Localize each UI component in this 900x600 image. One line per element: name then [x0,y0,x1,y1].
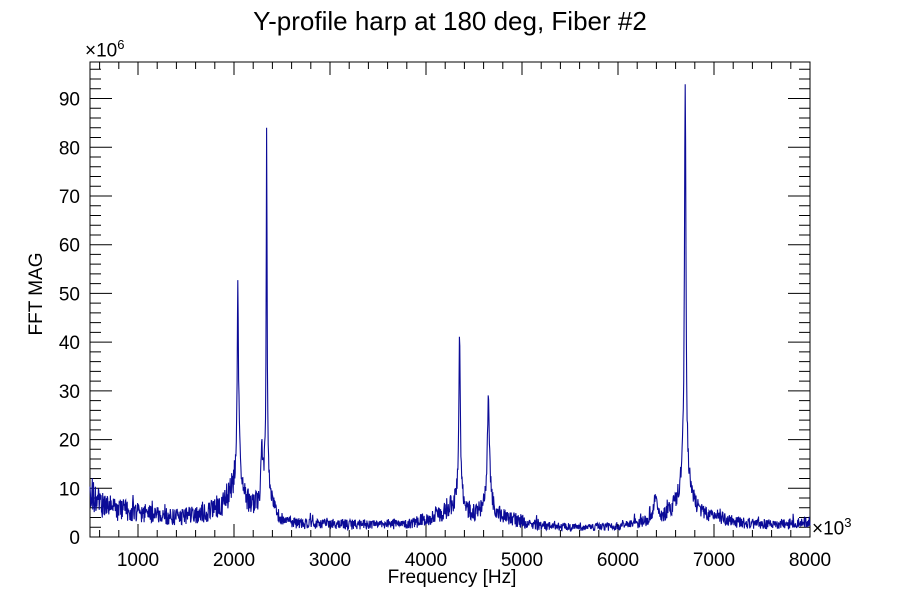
y-tick-label: 30 [59,382,80,403]
x-tick-label: 2000 [213,550,255,571]
x-axis-multiplier: ×103 [812,515,851,540]
x-axis-multiplier-base: ×10 [812,518,845,540]
y-axis-multiplier: ×106 [85,37,124,62]
plot-frame [89,61,811,538]
y-axis-multiplier-exponent: 6 [117,37,125,52]
y-tick-label: 40 [59,333,80,354]
fft-spectrum-line [89,84,811,532]
y-tick-label: 60 [59,236,80,257]
y-tick-label: 90 [59,90,80,111]
y-tick-label: 10 [59,479,80,500]
x-tick-label: 4000 [405,550,447,571]
x-tick-label: 5000 [501,550,543,571]
y-tick-label: 50 [59,284,80,305]
x-axis-multiplier-exponent: 3 [844,515,852,530]
x-axis-title: Frequency [Hz] [387,567,517,588]
x-tick-label: 1000 [117,550,159,571]
x-tick-label: 3000 [309,550,351,571]
y-tick-label: 70 [59,187,80,208]
x-tick-label: 7000 [693,550,735,571]
y-axis-multiplier-base: ×10 [85,40,118,62]
y-tick-label: 0 [69,528,80,549]
x-tick-label: 8000 [789,550,831,571]
chart-title: Y-profile harp at 180 deg, Fiber #2 [253,6,647,36]
y-tick-label: 20 [59,431,80,452]
y-tick-label: 80 [59,138,80,159]
axis-ticks [90,62,810,537]
x-tick-label: 6000 [597,550,639,571]
